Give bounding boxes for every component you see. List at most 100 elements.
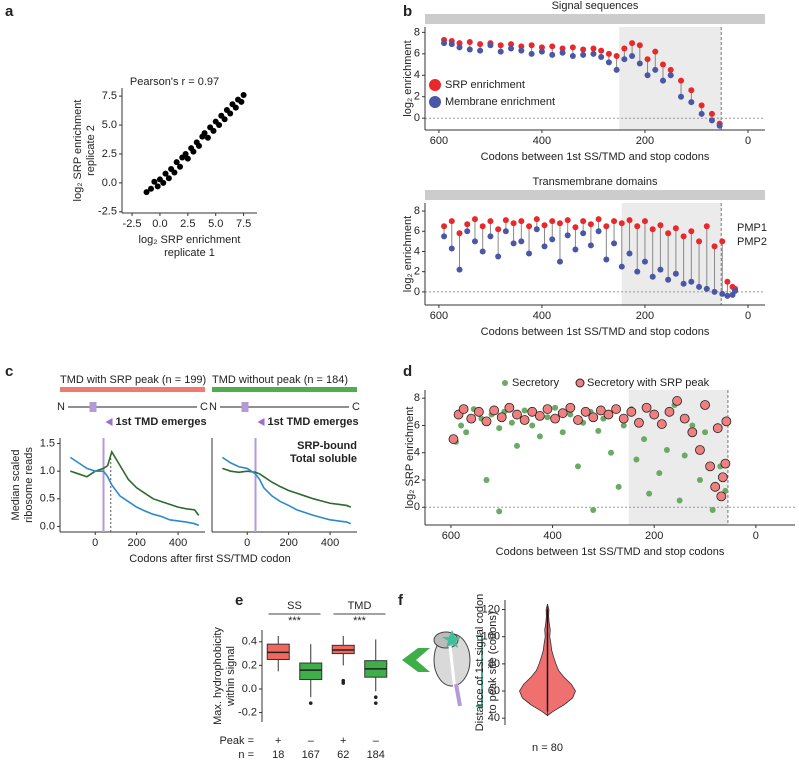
point	[162, 170, 169, 177]
group-label: TMD	[348, 600, 372, 612]
point	[240, 91, 247, 98]
point	[580, 218, 587, 225]
point	[649, 409, 660, 420]
point	[687, 427, 698, 438]
point	[620, 422, 627, 429]
point	[711, 288, 718, 295]
point	[667, 66, 674, 73]
point	[495, 253, 502, 260]
point	[644, 56, 651, 63]
point	[456, 230, 463, 237]
point	[221, 116, 228, 123]
point	[618, 263, 625, 270]
x-tick-label: 200	[636, 310, 654, 322]
x-tick-label: 400	[321, 537, 339, 549]
point	[521, 407, 528, 414]
point	[641, 402, 652, 413]
point	[496, 425, 503, 432]
point	[720, 458, 731, 469]
y-tick-label: 6	[414, 48, 420, 60]
y-tick-label: 6	[414, 419, 420, 431]
x-tick-label: 5.0	[208, 218, 223, 230]
point	[513, 442, 520, 449]
point	[533, 226, 540, 233]
point	[550, 413, 561, 424]
point	[679, 413, 690, 424]
point	[448, 434, 459, 444]
y-tick-label: 0	[414, 112, 420, 124]
y-tick-label: 80	[488, 658, 500, 670]
point	[664, 406, 675, 417]
point	[603, 223, 610, 230]
point	[565, 402, 576, 413]
domain-label: C	[352, 401, 360, 413]
point	[510, 240, 517, 247]
header-title: Signal sequences	[552, 0, 639, 12]
point	[629, 40, 636, 47]
y-tick-label: -0.2	[238, 706, 257, 718]
star	[442, 630, 462, 648]
point	[528, 50, 535, 57]
n-label: 167	[302, 749, 320, 761]
x-tick-label: 0	[753, 530, 759, 542]
x-tick-label: 400	[533, 135, 551, 147]
point	[633, 456, 640, 463]
y-tick-label: 0.0	[242, 683, 257, 695]
header-bar	[425, 14, 765, 24]
point	[549, 43, 556, 50]
point	[232, 104, 239, 111]
panel-letter: f	[398, 592, 404, 609]
point	[573, 415, 583, 425]
point	[456, 266, 463, 273]
point	[580, 46, 587, 53]
y-tick-label: 4	[414, 69, 420, 81]
point	[448, 245, 455, 252]
y-tick-label: 6	[414, 225, 420, 237]
point	[657, 222, 664, 229]
point	[473, 406, 484, 417]
y-tick-label: 8	[414, 26, 420, 38]
tunnel	[448, 645, 458, 701]
n-label: 18	[272, 749, 284, 761]
y-tick-label: 0.2	[242, 659, 257, 671]
x-tick-label: 0	[745, 310, 751, 322]
n-label: 62	[337, 749, 349, 761]
point	[641, 258, 648, 265]
peak-label: +	[275, 735, 281, 747]
point	[448, 218, 455, 225]
point	[456, 44, 463, 51]
panel-letter: a	[5, 3, 14, 20]
point	[534, 411, 545, 421]
y-axis-label: log₂ enrichment	[402, 216, 414, 292]
point	[719, 238, 726, 245]
point	[702, 429, 709, 436]
point	[512, 409, 522, 420]
series-line	[70, 449, 200, 516]
point	[732, 287, 739, 294]
y-axis-label: log₂ SRP enrichment	[404, 407, 416, 509]
header-bar	[60, 387, 205, 392]
y-tick-label: 2.5	[102, 148, 117, 160]
point	[549, 51, 556, 58]
point	[210, 127, 217, 134]
y-axis-label: replicate 2	[85, 125, 97, 176]
y-axis-label: Max. hydrophobicity	[212, 627, 224, 725]
point	[608, 449, 615, 456]
point	[626, 406, 637, 417]
point	[696, 283, 703, 290]
point	[448, 41, 455, 48]
y-tick-label: 60	[488, 685, 500, 697]
point	[680, 233, 687, 240]
point	[518, 238, 525, 245]
y-tick-label: 0.4	[242, 636, 257, 648]
point	[634, 223, 641, 230]
point	[227, 110, 234, 117]
x-axis-label: Codons after first SS/TMD codon	[129, 553, 290, 565]
annotation: PMP1	[737, 222, 767, 234]
point	[177, 163, 184, 170]
legend-label: Total soluble	[290, 453, 357, 465]
y-tick-label: 120	[482, 603, 500, 615]
point	[649, 273, 656, 280]
group-label: SS	[287, 600, 302, 612]
point	[471, 216, 478, 223]
